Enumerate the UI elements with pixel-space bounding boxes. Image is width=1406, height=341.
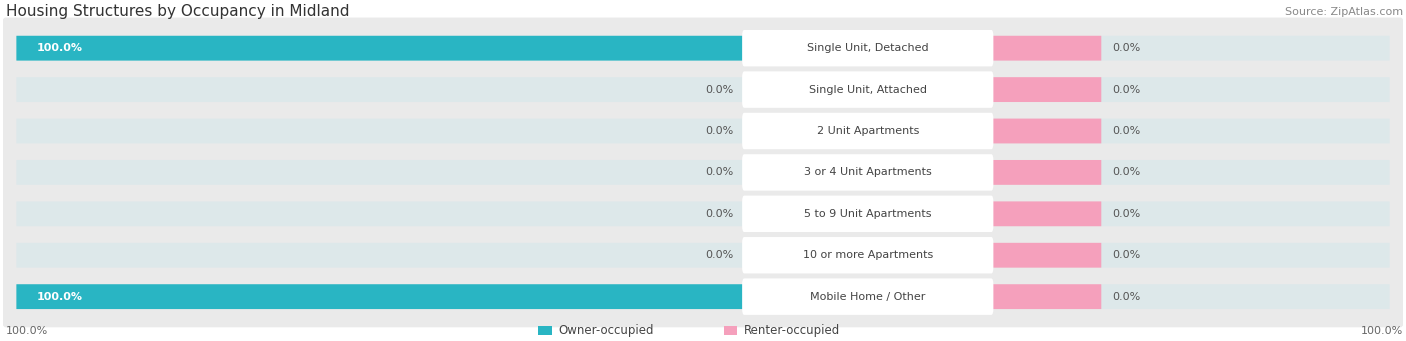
Text: 0.0%: 0.0% (1112, 43, 1140, 53)
Text: 5 to 9 Unit Apartments: 5 to 9 Unit Apartments (804, 209, 932, 219)
FancyBboxPatch shape (17, 77, 744, 102)
FancyBboxPatch shape (17, 36, 744, 61)
Text: 0.0%: 0.0% (1112, 292, 1140, 302)
Text: Renter-occupied: Renter-occupied (744, 324, 841, 337)
Text: 100.0%: 100.0% (37, 292, 83, 302)
FancyBboxPatch shape (742, 237, 994, 273)
FancyBboxPatch shape (724, 326, 737, 335)
FancyBboxPatch shape (991, 119, 1101, 144)
Text: 0.0%: 0.0% (1112, 126, 1140, 136)
Text: 0.0%: 0.0% (704, 250, 733, 260)
FancyBboxPatch shape (742, 154, 994, 191)
Text: 0.0%: 0.0% (704, 126, 733, 136)
FancyBboxPatch shape (991, 36, 1101, 61)
FancyBboxPatch shape (742, 71, 994, 108)
Text: Housing Structures by Occupancy in Midland: Housing Structures by Occupancy in Midla… (6, 4, 349, 19)
Text: 100.0%: 100.0% (1361, 326, 1403, 336)
Text: 0.0%: 0.0% (1112, 167, 1140, 177)
Text: 10 or more Apartments: 10 or more Apartments (803, 250, 934, 260)
Text: 0.0%: 0.0% (1112, 85, 1140, 94)
FancyBboxPatch shape (1, 266, 1405, 327)
FancyBboxPatch shape (991, 77, 1101, 102)
FancyBboxPatch shape (1101, 202, 1389, 226)
Text: 0.0%: 0.0% (704, 209, 733, 219)
Text: 100.0%: 100.0% (37, 43, 83, 53)
FancyBboxPatch shape (991, 202, 1101, 226)
Text: 0.0%: 0.0% (704, 167, 733, 177)
FancyBboxPatch shape (991, 284, 1101, 309)
FancyBboxPatch shape (1101, 284, 1389, 309)
FancyBboxPatch shape (17, 202, 744, 226)
FancyBboxPatch shape (1, 142, 1405, 203)
FancyBboxPatch shape (17, 284, 744, 309)
FancyBboxPatch shape (1, 59, 1405, 120)
Text: 2 Unit Apartments: 2 Unit Apartments (817, 126, 920, 136)
FancyBboxPatch shape (17, 119, 744, 144)
Text: Owner-occupied: Owner-occupied (558, 324, 654, 337)
FancyBboxPatch shape (991, 160, 1101, 185)
FancyBboxPatch shape (1101, 119, 1389, 144)
FancyBboxPatch shape (1101, 243, 1389, 268)
FancyBboxPatch shape (1, 183, 1405, 244)
FancyBboxPatch shape (742, 279, 994, 315)
FancyBboxPatch shape (742, 113, 994, 149)
Text: 0.0%: 0.0% (704, 85, 733, 94)
FancyBboxPatch shape (742, 30, 994, 66)
FancyBboxPatch shape (991, 243, 1101, 268)
Text: Mobile Home / Other: Mobile Home / Other (810, 292, 925, 302)
FancyBboxPatch shape (17, 243, 744, 268)
Text: Single Unit, Detached: Single Unit, Detached (807, 43, 928, 53)
FancyBboxPatch shape (1, 100, 1405, 162)
Text: Source: ZipAtlas.com: Source: ZipAtlas.com (1285, 7, 1403, 17)
FancyBboxPatch shape (1, 17, 1405, 79)
Text: 0.0%: 0.0% (1112, 250, 1140, 260)
Text: Single Unit, Attached: Single Unit, Attached (808, 85, 927, 94)
FancyBboxPatch shape (17, 160, 744, 185)
FancyBboxPatch shape (538, 326, 553, 335)
FancyBboxPatch shape (1101, 36, 1389, 61)
Text: 0.0%: 0.0% (1112, 209, 1140, 219)
Text: 3 or 4 Unit Apartments: 3 or 4 Unit Apartments (804, 167, 932, 177)
Text: 100.0%: 100.0% (6, 326, 48, 336)
FancyBboxPatch shape (1, 225, 1405, 286)
FancyBboxPatch shape (1101, 160, 1389, 185)
FancyBboxPatch shape (742, 196, 994, 232)
FancyBboxPatch shape (1101, 77, 1389, 102)
